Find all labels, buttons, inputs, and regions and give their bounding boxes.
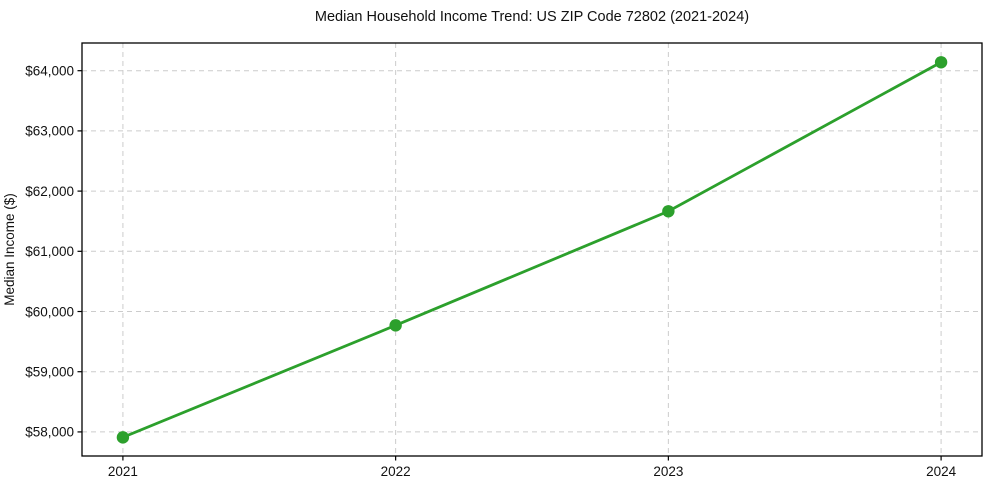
data-point-marker [934,56,948,69]
chart-title: Median Household Income Trend: US ZIP Co… [315,9,749,25]
data-point-marker [662,205,675,218]
data-line [121,60,943,439]
plot-frame [81,42,983,457]
y-tick-label: $62,000 [25,184,74,199]
x-tick-label: 2024 [926,464,957,479]
y-tick-label: $59,000 [25,365,74,380]
axes-layer: $58,000 $59,000 $60,000 $61,000 $62,000 $63,0… [25,42,983,479]
data-point-marker [116,431,130,444]
y-tick-label: $60,000 [25,304,74,319]
y-tick-label: $61,000 [25,244,74,259]
grid-layer [82,43,982,456]
y-axis-label: Median Income ($) [2,193,17,306]
x-tick-label: 2023 [653,464,683,479]
x-tick-label: 2022 [381,464,411,479]
data-point-marker [389,319,402,332]
data-layer [116,56,948,444]
x-tick-label: 2021 [108,464,138,479]
y-tick-label: $63,000 [25,124,74,139]
y-tick-label: $64,000 [25,63,74,78]
y-tick-label: $58,000 [25,425,74,440]
